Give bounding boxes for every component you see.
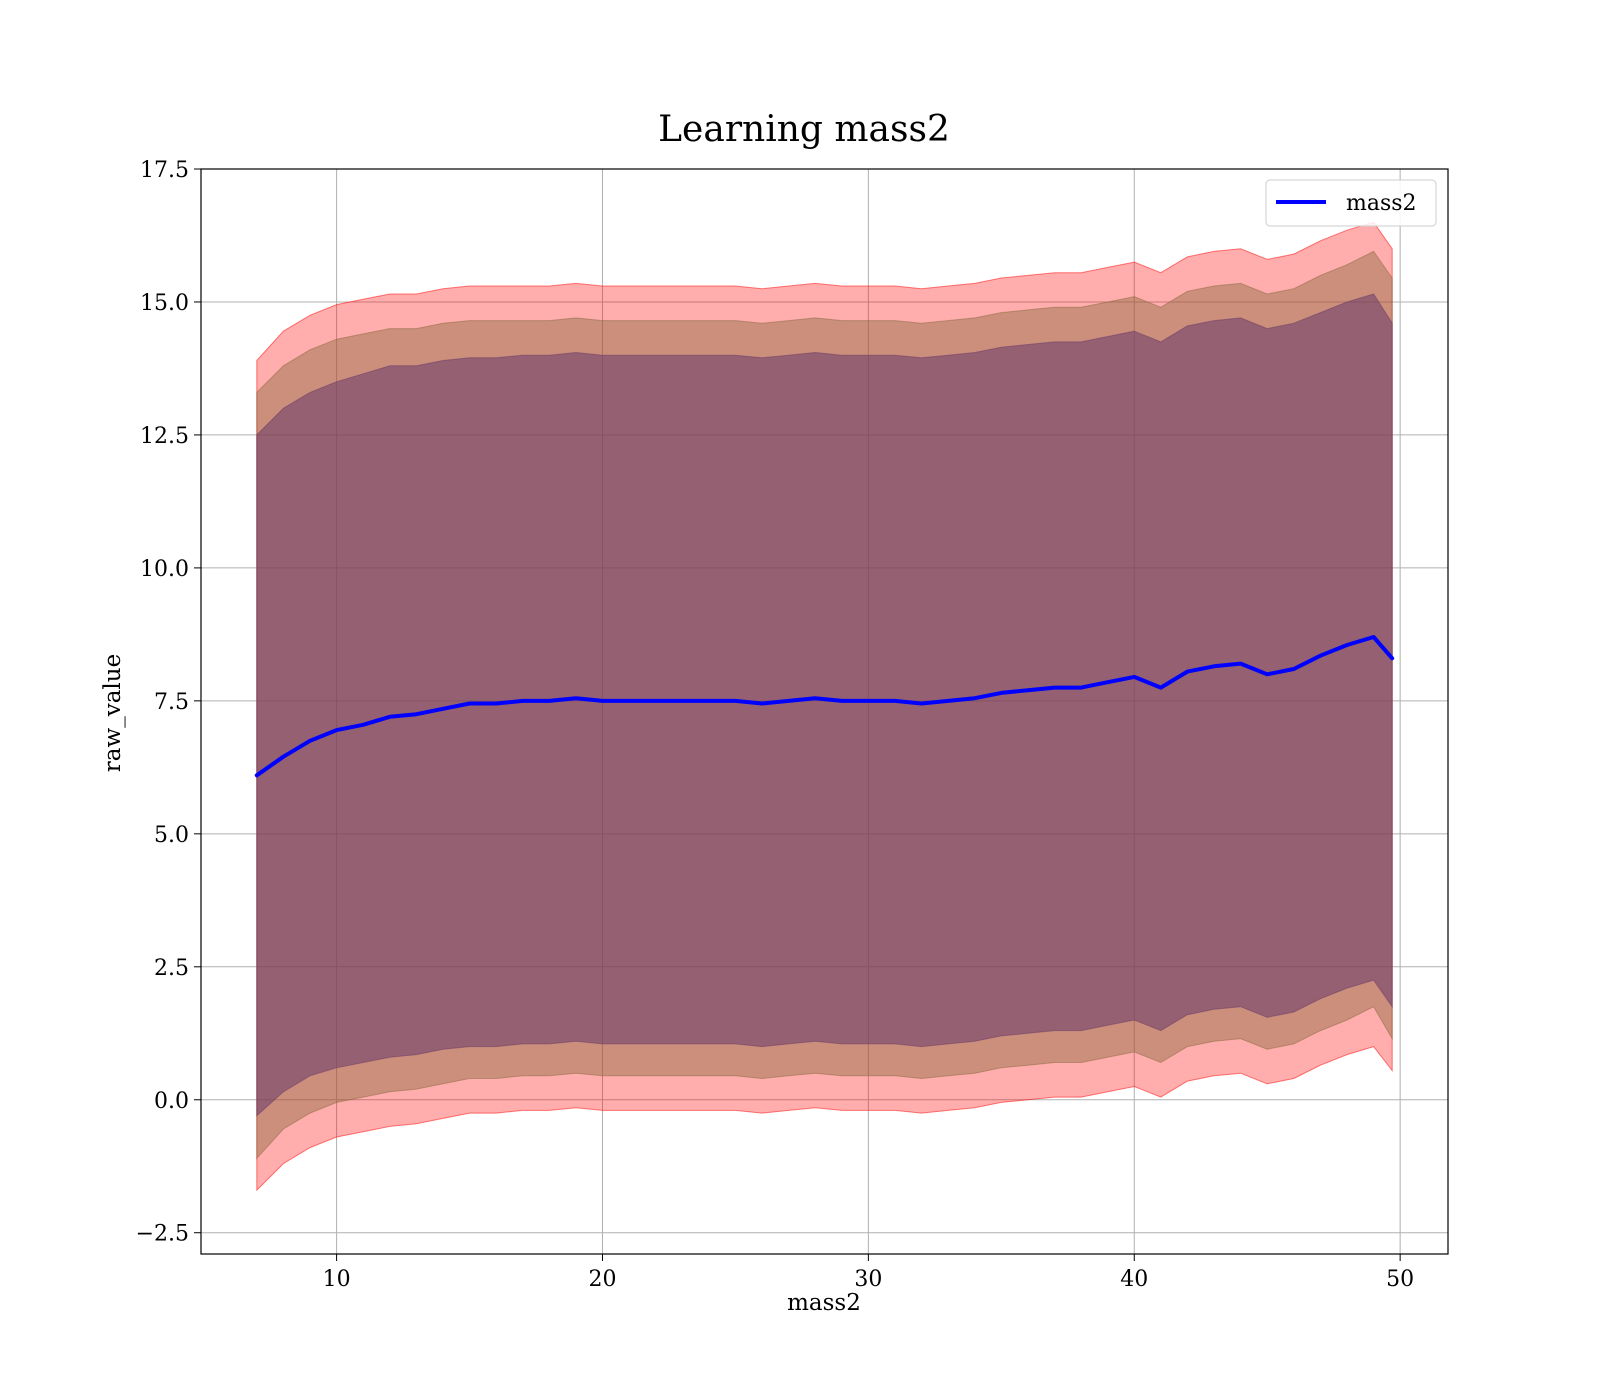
y-tick-label: 10.0 [140, 557, 189, 582]
y-tick-label: −2.5 [136, 1222, 189, 1247]
x-tick-label: 40 [1120, 1267, 1148, 1292]
plot-frame [200, 168, 1449, 1255]
y-tick-label: 0.0 [154, 1089, 189, 1114]
x-axis-title: mass2 [787, 1290, 861, 1316]
legend-label: mass2 [1346, 191, 1417, 216]
y-tick-label: 7.5 [154, 690, 189, 715]
y-tick-label: 17.5 [140, 158, 189, 183]
chart-title: Learning mass2 [658, 109, 950, 150]
plot-area [200, 168, 1449, 1255]
legend-frame [1265, 179, 1437, 227]
y-axis-title: raw_value [100, 654, 126, 772]
y-tick-label: 5.0 [154, 823, 189, 848]
y-tick-label: 12.5 [140, 424, 189, 449]
x-tick-label: 50 [1386, 1267, 1414, 1292]
legend: mass2 [1265, 179, 1437, 227]
x-tick-label: 10 [323, 1267, 351, 1292]
y-tick-label: 2.5 [154, 956, 189, 981]
y-tick-label: 15.0 [140, 291, 189, 316]
x-axis: 10 20 30 40 50 [323, 1254, 1414, 1292]
series-line-mass2 [254, 635, 1395, 778]
band-inner [256, 293, 1393, 1117]
x-tick-label: 20 [588, 1267, 616, 1292]
y-axis: −2.5 0.0 2.5 5.0 7.5 10.0 12.5 15.0 17.5 [136, 158, 201, 1247]
x-tick-label: 30 [854, 1267, 882, 1292]
